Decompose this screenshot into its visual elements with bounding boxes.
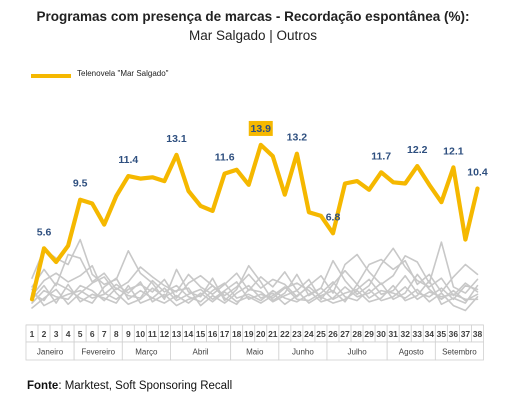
data-label-week-20: 13.9 bbox=[251, 123, 272, 135]
x-tick-label-8: 8 bbox=[114, 329, 119, 339]
data-label-week-36: 12.1 bbox=[443, 145, 464, 157]
data-label-week-9: 11.4 bbox=[118, 154, 138, 166]
month-cell-Setembro bbox=[434, 341, 484, 361]
x-tick-label-34: 34 bbox=[425, 329, 435, 339]
x-tick-label-37: 37 bbox=[461, 329, 471, 339]
data-label-week-13: 13.1 bbox=[166, 133, 187, 145]
month-label-Fevereiro: Fevereiro bbox=[81, 348, 115, 357]
other-program-line-2 bbox=[31, 253, 479, 301]
legend-label-mar-salgado: Telenovela "Mar Salgado" bbox=[77, 69, 169, 78]
data-label-week-30: 11.7 bbox=[371, 150, 391, 162]
chart-subtitle: Mar Salgado | Outros bbox=[188, 28, 318, 43]
x-tick-label-17: 17 bbox=[220, 329, 230, 339]
month-label-Julho: Julho bbox=[348, 348, 368, 357]
mar-salgado-line bbox=[29, 142, 480, 302]
x-tick-label-10: 10 bbox=[136, 329, 146, 339]
chart-title: Programas com presença de marcas - Recor… bbox=[36, 9, 470, 24]
x-tick-label-1: 1 bbox=[30, 329, 35, 339]
data-label-week-5: 9.5 bbox=[73, 178, 88, 190]
x-tick-label-30: 30 bbox=[376, 329, 386, 339]
x-tick-label-3: 3 bbox=[54, 329, 59, 339]
legend-swatch-mar-salgado bbox=[31, 74, 71, 78]
source-note: Fonte: Marktest, Soft Sponsoring Recall bbox=[27, 380, 232, 392]
x-axis: 1 2 3 4 5 6 7 8 9 10 11 12 13 14 15 16 17 18 19 20 21 22 23 24 2… bbox=[25, 324, 484, 361]
other-programs-lines bbox=[31, 238, 479, 312]
month-label-Janeiro: Janeiro bbox=[37, 348, 64, 357]
month-label-Setembro: Setembro bbox=[442, 348, 477, 357]
x-tick-label-28: 28 bbox=[352, 329, 362, 339]
x-tick-label-19: 19 bbox=[244, 329, 254, 339]
x-tick-label-18: 18 bbox=[232, 329, 242, 339]
data-label-week-33: 12.2 bbox=[407, 144, 428, 156]
x-tick-label-6: 6 bbox=[90, 329, 95, 339]
other-program-line-5 bbox=[31, 273, 479, 304]
x-tick-label-11: 11 bbox=[148, 329, 157, 339]
data-label-week-38: 10.4 bbox=[467, 167, 488, 179]
x-tick-label-27: 27 bbox=[340, 329, 350, 339]
other-program-line-8 bbox=[31, 281, 479, 312]
x-tick-label-12: 12 bbox=[160, 329, 170, 339]
x-tick-label-23: 23 bbox=[292, 329, 302, 339]
x-tick-label-15: 15 bbox=[196, 329, 206, 339]
other-program-line-3 bbox=[31, 241, 479, 301]
data-label-week-23: 13.2 bbox=[287, 132, 308, 144]
x-tick-label-20: 20 bbox=[256, 329, 266, 339]
data-label-highlight-bg bbox=[248, 120, 273, 136]
x-tick-label-2: 2 bbox=[42, 329, 47, 339]
month-label-Agosto: Agosto bbox=[399, 348, 424, 357]
x-tick-label-25: 25 bbox=[316, 329, 326, 339]
x-tick-label-13: 13 bbox=[172, 329, 182, 339]
x-tick-label-21: 21 bbox=[268, 329, 278, 339]
data-labels: 5.6 9.5 11.4 13.1 11.6 13.9 13.2 6.8 11.7 12.2 12.… bbox=[37, 120, 488, 238]
source-text: : Marktest, Soft Sponsoring Recall bbox=[58, 380, 233, 392]
x-tick-label-5: 5 bbox=[78, 329, 83, 339]
other-program-line-7 bbox=[31, 281, 479, 304]
other-program-line-1 bbox=[31, 238, 479, 302]
x-tick-label-35: 35 bbox=[437, 329, 447, 339]
mar-salgado-series-line bbox=[29, 142, 480, 302]
month-label-Abril: Abril bbox=[193, 348, 209, 357]
x-tick-label-24: 24 bbox=[304, 329, 314, 339]
x-tick-label-16: 16 bbox=[208, 329, 218, 339]
source-prefix: Fonte bbox=[27, 380, 59, 392]
x-tick-label-31: 31 bbox=[388, 329, 398, 339]
month-label-Maio: Maio bbox=[246, 348, 264, 357]
data-label-week-2: 5.6 bbox=[37, 226, 52, 238]
month-label-Março: Março bbox=[135, 348, 158, 357]
x-tick-label-4: 4 bbox=[66, 329, 71, 339]
x-tick-label-22: 22 bbox=[280, 329, 290, 339]
x-tick-label-36: 36 bbox=[449, 329, 459, 339]
month-label-Junho: Junho bbox=[292, 348, 314, 357]
x-tick-label-14: 14 bbox=[184, 329, 194, 339]
x-tick-label-29: 29 bbox=[364, 329, 374, 339]
x-tick-label-7: 7 bbox=[102, 329, 107, 339]
x-tick-label-33: 33 bbox=[413, 329, 423, 339]
data-label-week-26: 6.8 bbox=[326, 211, 341, 223]
x-tick-label-32: 32 bbox=[401, 329, 411, 339]
chart-legend: Telenovela "Mar Salgado" bbox=[31, 68, 181, 94]
x-tick-label-9: 9 bbox=[126, 329, 131, 339]
x-tick-label-38: 38 bbox=[473, 329, 483, 339]
x-tick-label-26: 26 bbox=[328, 329, 338, 339]
data-label-week-17: 11.6 bbox=[215, 152, 235, 164]
